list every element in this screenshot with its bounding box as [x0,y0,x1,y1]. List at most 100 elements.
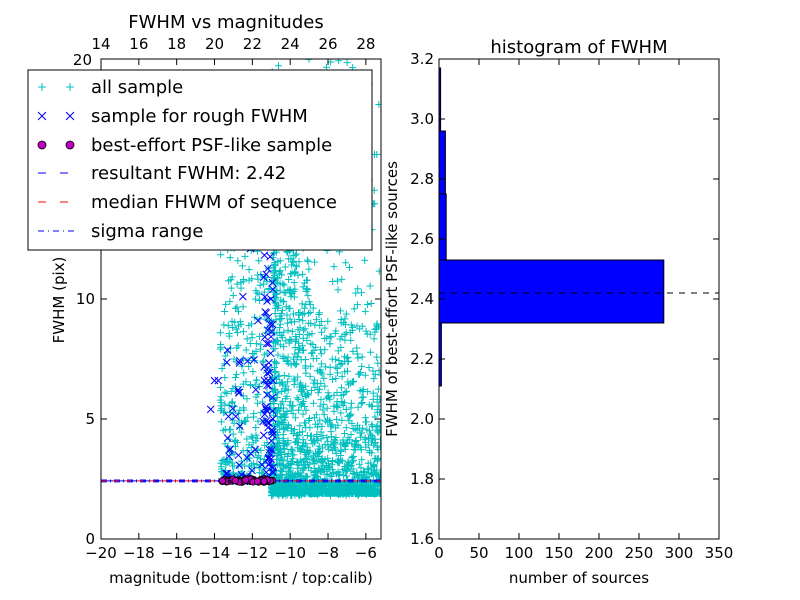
rough-sample-point [259,273,268,282]
all-sample-point [284,326,292,334]
all-sample-point [296,429,304,437]
all-sample-point [340,399,348,407]
all-sample-point [367,469,375,477]
rough-sample-point [268,278,277,287]
all-sample-point [373,398,381,406]
all-sample-point [295,331,303,339]
all-sample-point [296,401,304,409]
all-sample-point [341,445,349,453]
psf-sample-point [253,477,262,485]
all-sample-point [257,446,265,454]
scatter-legend: all sample sample for rough FWHM best-effo… [27,69,373,251]
all-sample-point [373,353,381,361]
all-sample-point [308,330,316,338]
psf-sample-point [218,477,226,485]
all-sample-point [299,436,307,444]
all-sample-point [344,466,352,474]
histogram-title: histogram of FWHM [490,37,667,58]
all-sample-point [245,276,253,284]
all-sample-point [293,353,301,361]
all-sample-point [304,258,312,266]
all-sample-point [288,402,296,410]
x-tick-label: −20 [85,544,117,562]
all-sample-point [313,491,321,499]
all-sample-point [359,393,367,401]
all-sample-point [296,383,304,391]
all-sample-point [282,482,290,490]
all-sample-point [347,431,355,439]
all-sample-point [230,462,238,470]
all-sample-point [287,406,295,414]
all-sample-point [295,346,303,354]
all-sample-point [361,307,369,315]
all-sample-point [326,370,334,378]
rough-sample-point [260,333,269,341]
all-sample-point [314,490,322,498]
all-sample-point [334,347,342,355]
all-sample-point [280,281,288,289]
all-sample-point [324,393,332,401]
all-sample-point [271,260,279,268]
all-sample-point [227,284,235,292]
all-sample-point [275,490,283,498]
all-sample-point [308,386,316,394]
all-sample-point [342,329,350,337]
all-sample-point [287,427,295,435]
rough-sample-point [264,423,272,432]
all-sample-point [292,250,300,258]
rough-sample-point [266,252,275,261]
all-sample-point [352,437,360,445]
all-sample-point [337,451,345,459]
all-sample-point [302,393,310,401]
all-sample-point [327,420,335,428]
all-sample-point [327,333,335,341]
all-sample-point [349,487,357,495]
all-sample-point [274,447,282,455]
all-sample-point [301,325,309,333]
all-sample-point [272,360,280,368]
all-sample-point [299,317,307,325]
all-sample-point [269,397,277,405]
histogram-x-tick-label: 100 [505,544,534,562]
all-sample-point [335,356,343,364]
all-sample-point [298,428,306,436]
all-sample-point [357,400,365,408]
all-sample-point [355,460,363,468]
all-sample-point [357,289,365,297]
all-sample-point [280,371,288,379]
rough-sample-point [263,390,271,399]
all-sample-point [288,328,296,336]
all-sample-point [286,304,294,312]
all-sample-point [306,308,314,316]
all-sample-point [294,271,302,279]
all-sample-point [376,472,381,480]
all-sample-point [287,361,295,369]
all-sample-point [368,464,376,472]
rough-sample-point [259,431,268,440]
histogram-data-layer [438,67,719,387]
all-sample-point [307,340,315,348]
all-sample-point [290,310,298,318]
all-sample-point [255,257,263,265]
histogram-x-tick-label: 250 [625,544,654,562]
all-sample-point [280,298,288,306]
all-sample-point [354,491,362,499]
all-sample-point [336,361,344,369]
all-sample-point [217,465,225,473]
all-sample-point [302,300,310,308]
all-sample-point [279,381,287,389]
all-sample-point [278,271,286,279]
all-sample-point [254,275,262,283]
all-sample-point [288,451,296,459]
all-sample-point [219,427,227,435]
all-sample-point [217,418,225,426]
rough-sample-point [262,339,271,348]
all-sample-point [338,275,346,283]
all-sample-point [325,392,333,400]
all-sample-point [221,374,229,382]
all-sample-point [252,340,260,348]
all-sample-point [299,410,307,418]
rough-sample-point [264,313,273,322]
all-sample-point [250,410,258,418]
